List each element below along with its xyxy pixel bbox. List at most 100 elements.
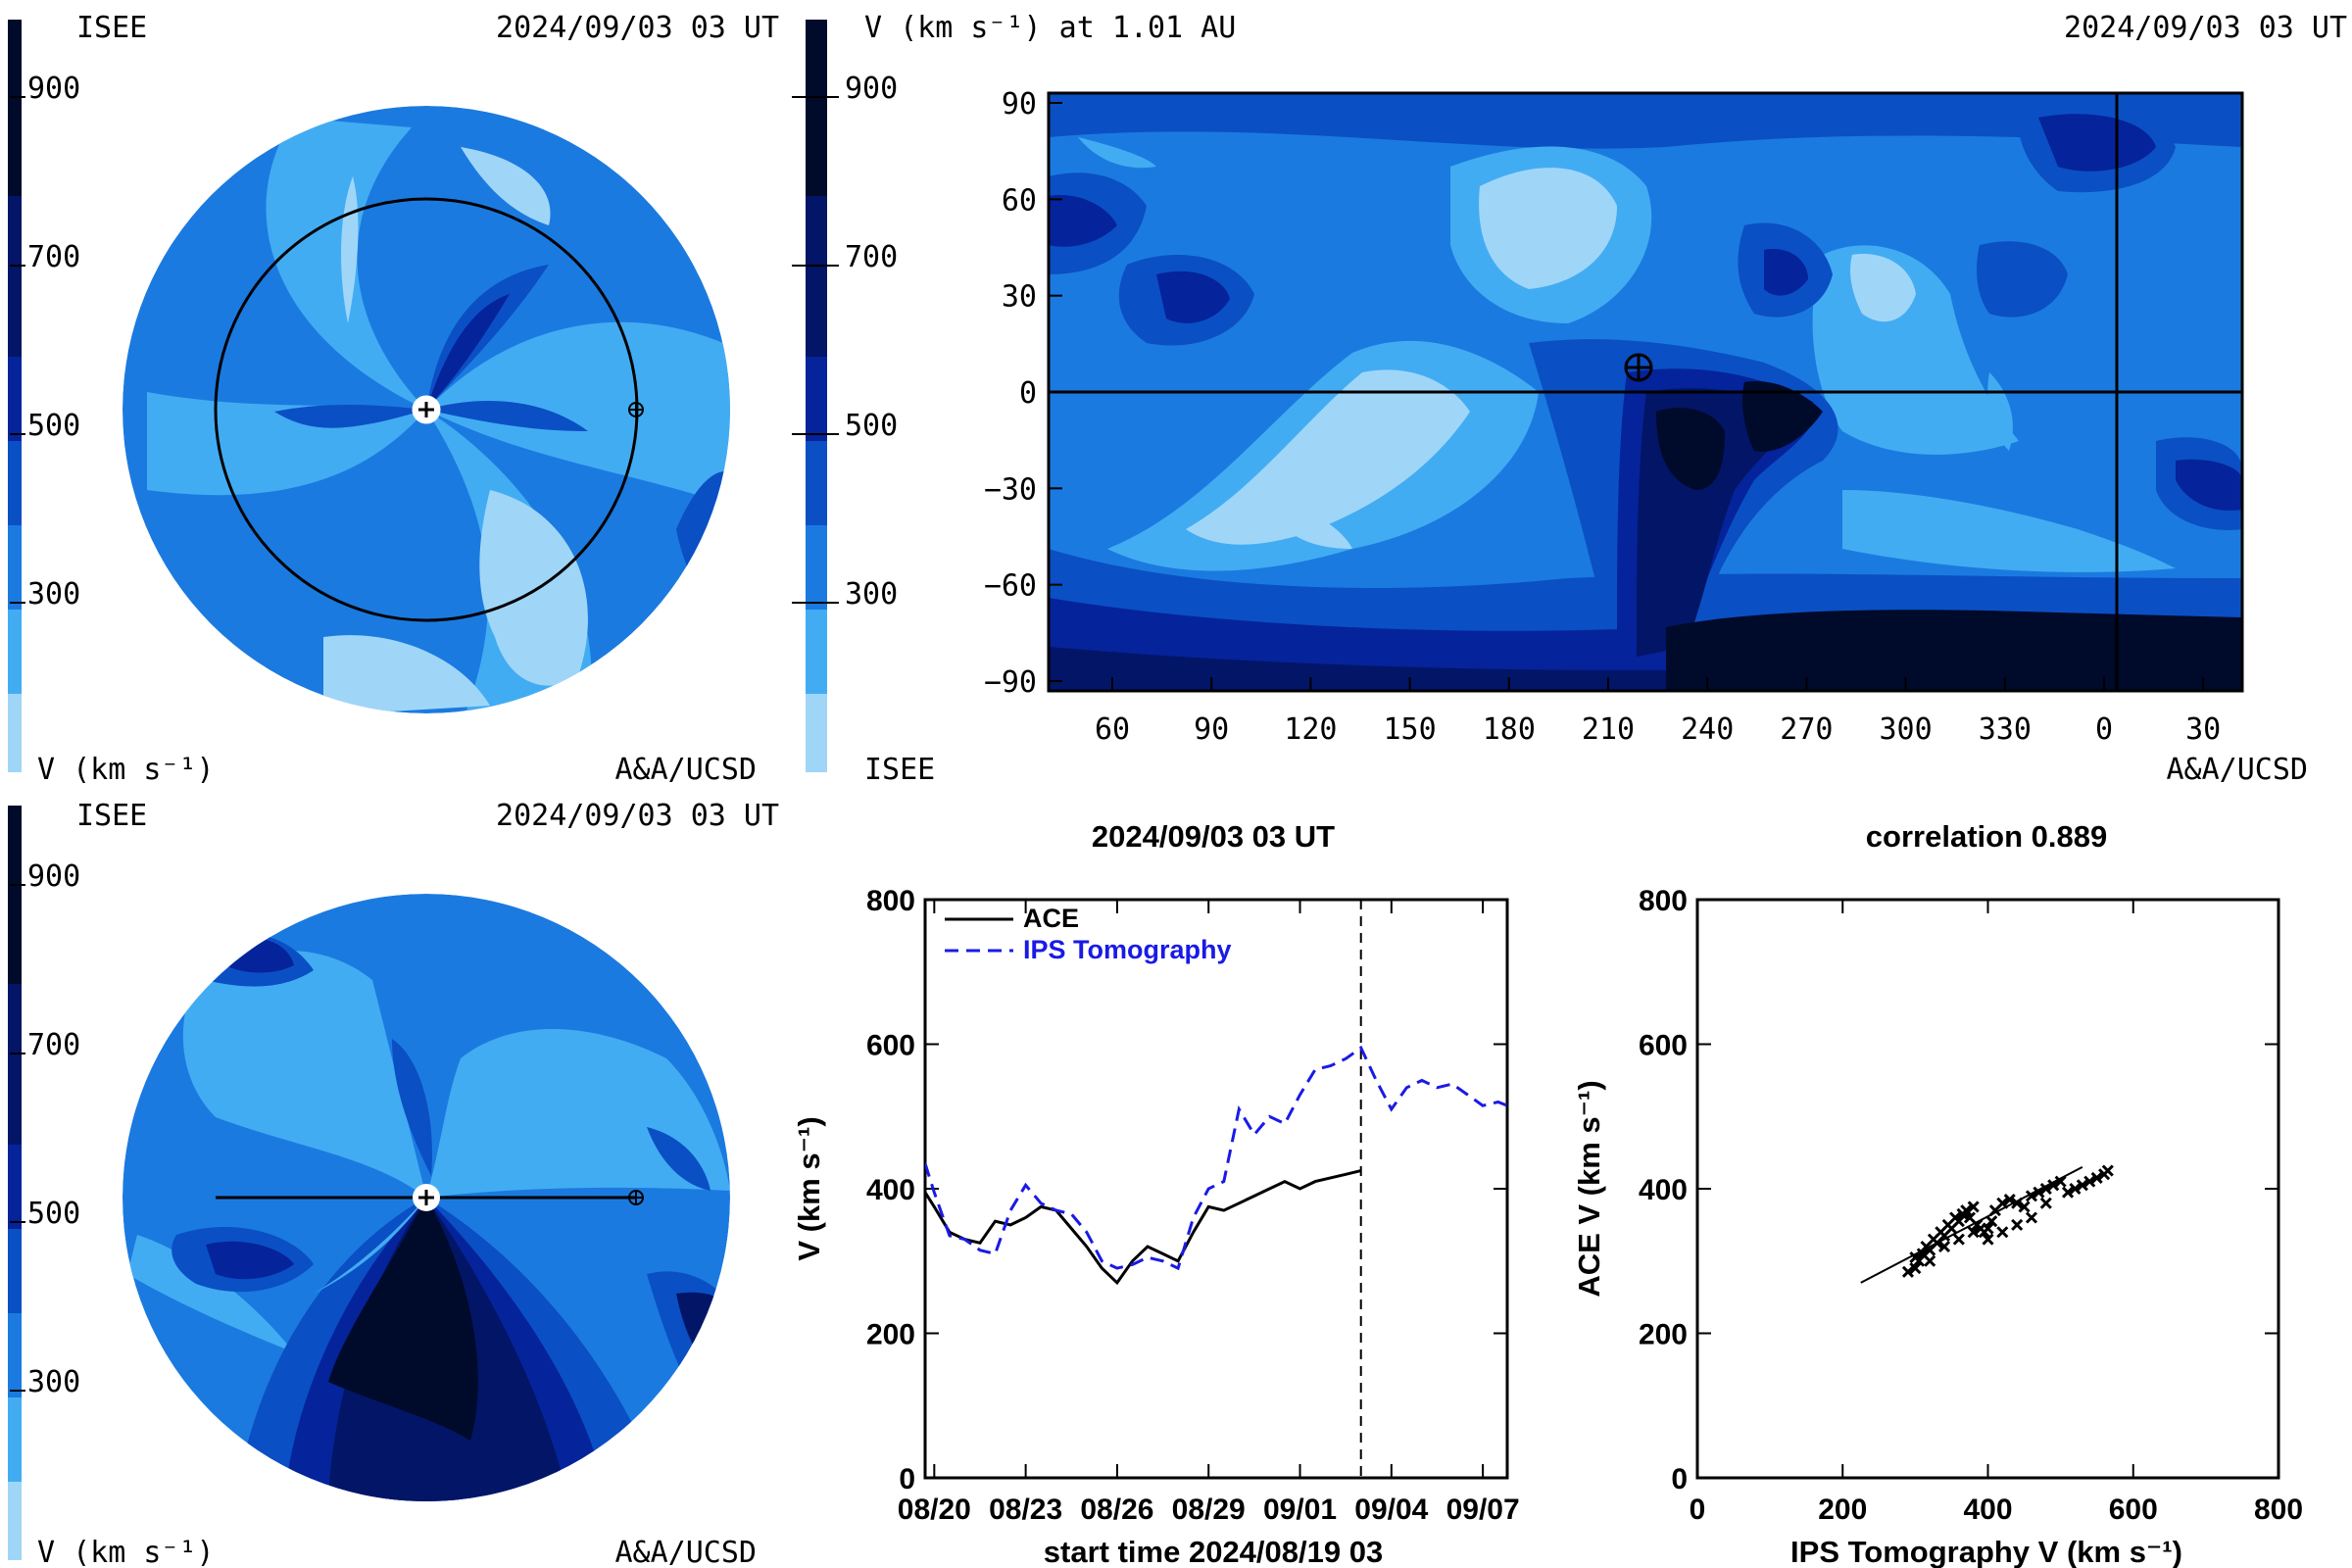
colorbar-tick-label: 300: [27, 1365, 80, 1399]
line-chart-frame: [923, 898, 1509, 1480]
scatter-point: [2101, 1164, 2114, 1177]
legend-label-ips-tomography: IPS Tomography: [1023, 935, 1232, 964]
map-x-tick-label: 210: [1582, 712, 1635, 747]
map-title: V (km s⁻¹) at 1.01 AU: [864, 11, 1236, 45]
scatter-point: [1985, 1215, 1998, 1228]
line-chart-x-axis: 08/20 08/23 08/26 08/29 09/01 09/04 09/07: [898, 900, 1520, 1526]
scatter-x-tick-label: 0: [1690, 1494, 1706, 1526]
bottom-left-colorbar: 900 700 500 300: [8, 806, 80, 1560]
series-line-ace: [925, 1169, 1362, 1286]
panel-label-isee: ISEE: [76, 799, 147, 833]
colorbar-tick-label: 300: [27, 577, 80, 612]
scatter-x-tick-label: 200: [1818, 1494, 1867, 1526]
scatter-point: [1960, 1204, 1973, 1217]
legend-label-ace: ACE: [1023, 904, 1079, 933]
scatter-point: [1909, 1250, 1922, 1264]
scatter-y-tick-label: 400: [1639, 1174, 1688, 1206]
map-x-tick-label: 60: [1095, 712, 1130, 747]
series-line-ips-tomography: [925, 1045, 1507, 1271]
colorbar-band: [8, 1145, 22, 1229]
scatter-y-tick-label: 0: [1671, 1463, 1688, 1495]
colorbar-band: [8, 441, 22, 525]
panel-label-credit: A&A/UCSD: [615, 1536, 758, 1568]
colorbar-band: [8, 610, 22, 694]
line-x-tick-label: 09/07: [1446, 1494, 1520, 1526]
colorbar-tick-label: 900: [27, 859, 80, 894]
map-x-tick-label: 180: [1483, 712, 1536, 747]
colorbar-tick-label: 700: [845, 240, 898, 274]
scatter-point: [1982, 1233, 1994, 1246]
line-x-tick-label: 08/23: [989, 1494, 1062, 1526]
colorbar-band: [8, 196, 22, 357]
line-x-tick-label: 08/26: [1080, 1494, 1153, 1526]
scatter-y-label: ACE V (km s⁻¹): [1572, 1080, 1606, 1297]
line-chart-y-axis: 0 200 400 600 800: [866, 885, 1507, 1495]
panel-timestamp: 2024/09/03 03 UT: [496, 11, 779, 45]
scatter-point: [2047, 1179, 2060, 1192]
scatter-x-axis: 0 200 400 600 800: [1690, 900, 2303, 1526]
top-right-colorbar: 900 700 500 300: [792, 20, 898, 772]
scatter-y-tick-label: 600: [1639, 1030, 1688, 1062]
earth-marker: [628, 402, 644, 417]
colorbar-band: [8, 806, 22, 984]
scatter-point: [1982, 1222, 1994, 1235]
scatter-x-tick-label: 800: [2254, 1494, 2303, 1526]
scatter-point: [1967, 1200, 1980, 1213]
scatter-point: [1909, 1262, 1922, 1275]
regression-fit-line: [1860, 1165, 2083, 1284]
panel-label-units: V (km s⁻¹): [37, 1536, 215, 1568]
panel-label-isee: ISEE: [76, 11, 147, 45]
scatter-point: [2018, 1200, 2031, 1213]
line-x-tick-label: 09/04: [1354, 1494, 1428, 1526]
colorbar-band: [806, 357, 827, 441]
scatter-point: [1952, 1215, 1965, 1228]
colorbar-band: [8, 20, 22, 196]
colorbar-band: [806, 610, 827, 694]
map-x-tick-label: 150: [1384, 712, 1437, 747]
scatter-point: [2039, 1197, 2052, 1209]
colorbar-band: [8, 1229, 22, 1313]
line-chart-legend: ACE IPS Tomography: [945, 904, 1232, 964]
scatter-point: [2061, 1186, 2075, 1199]
map-y-tick-label: 30: [1002, 280, 1037, 315]
colorbar-tick-label: 700: [27, 1028, 80, 1062]
colorbar-tick-label: 900: [27, 72, 80, 106]
colorbar-band: [8, 984, 22, 1145]
map-x-tick-label: 240: [1681, 712, 1734, 747]
map-y-tick-label: −60: [984, 569, 1037, 604]
colorbar-band: [8, 1482, 22, 1560]
colorbar-band: [8, 525, 22, 610]
earth-position-marker: [1624, 353, 1653, 382]
line-chart-title: 2024/09/03 03 UT: [1092, 819, 1335, 854]
line-y-tick-label: 400: [866, 1174, 915, 1206]
scatter-point: [2083, 1175, 2096, 1188]
panel-timestamp: 2024/09/03 03 UT: [496, 799, 779, 833]
colorbar-band: [8, 1313, 22, 1397]
panel-label-units: V (km s⁻¹): [37, 753, 215, 787]
map-x-tick-label: 120: [1284, 712, 1337, 747]
scatter-point: [2054, 1175, 2067, 1188]
colorbar-band: [806, 20, 827, 196]
colorbar-band: [806, 441, 827, 525]
map-x-tick-label: 300: [1880, 712, 1933, 747]
panel-label-credit: A&A/UCSD: [615, 753, 758, 787]
colorbar-band: [8, 694, 22, 772]
earth-marker: [628, 1190, 644, 1205]
scatter-x-tick-label: 600: [2109, 1494, 2158, 1526]
line-chart-x-label: start time 2024/08/19 03: [1044, 1535, 1383, 1568]
top-left-colorbar: 900 700 500 300: [8, 20, 80, 772]
map-y-tick-label: 90: [1002, 87, 1037, 122]
map-x-tick-label: 270: [1780, 712, 1833, 747]
scatter-x-label: IPS Tomography V (km s⁻¹): [1790, 1535, 2182, 1568]
map-y-tick-label: 60: [1002, 183, 1037, 218]
scatter-point: [1901, 1265, 1915, 1278]
line-y-tick-label: 800: [866, 885, 915, 917]
colorbar-band: [806, 196, 827, 357]
colorbar-tick-label: 900: [845, 72, 898, 106]
map-y-axis: 90 60 30 0 −30 −60 −90: [984, 87, 1062, 700]
scatter-y-tick-label: 800: [1639, 885, 1688, 917]
map-timestamp: 2024/09/03 03 UT: [2064, 11, 2347, 45]
colorbar-tick-label: 500: [27, 409, 80, 443]
scatter-point: [1937, 1240, 1951, 1253]
map-label-isee: ISEE: [864, 753, 935, 787]
